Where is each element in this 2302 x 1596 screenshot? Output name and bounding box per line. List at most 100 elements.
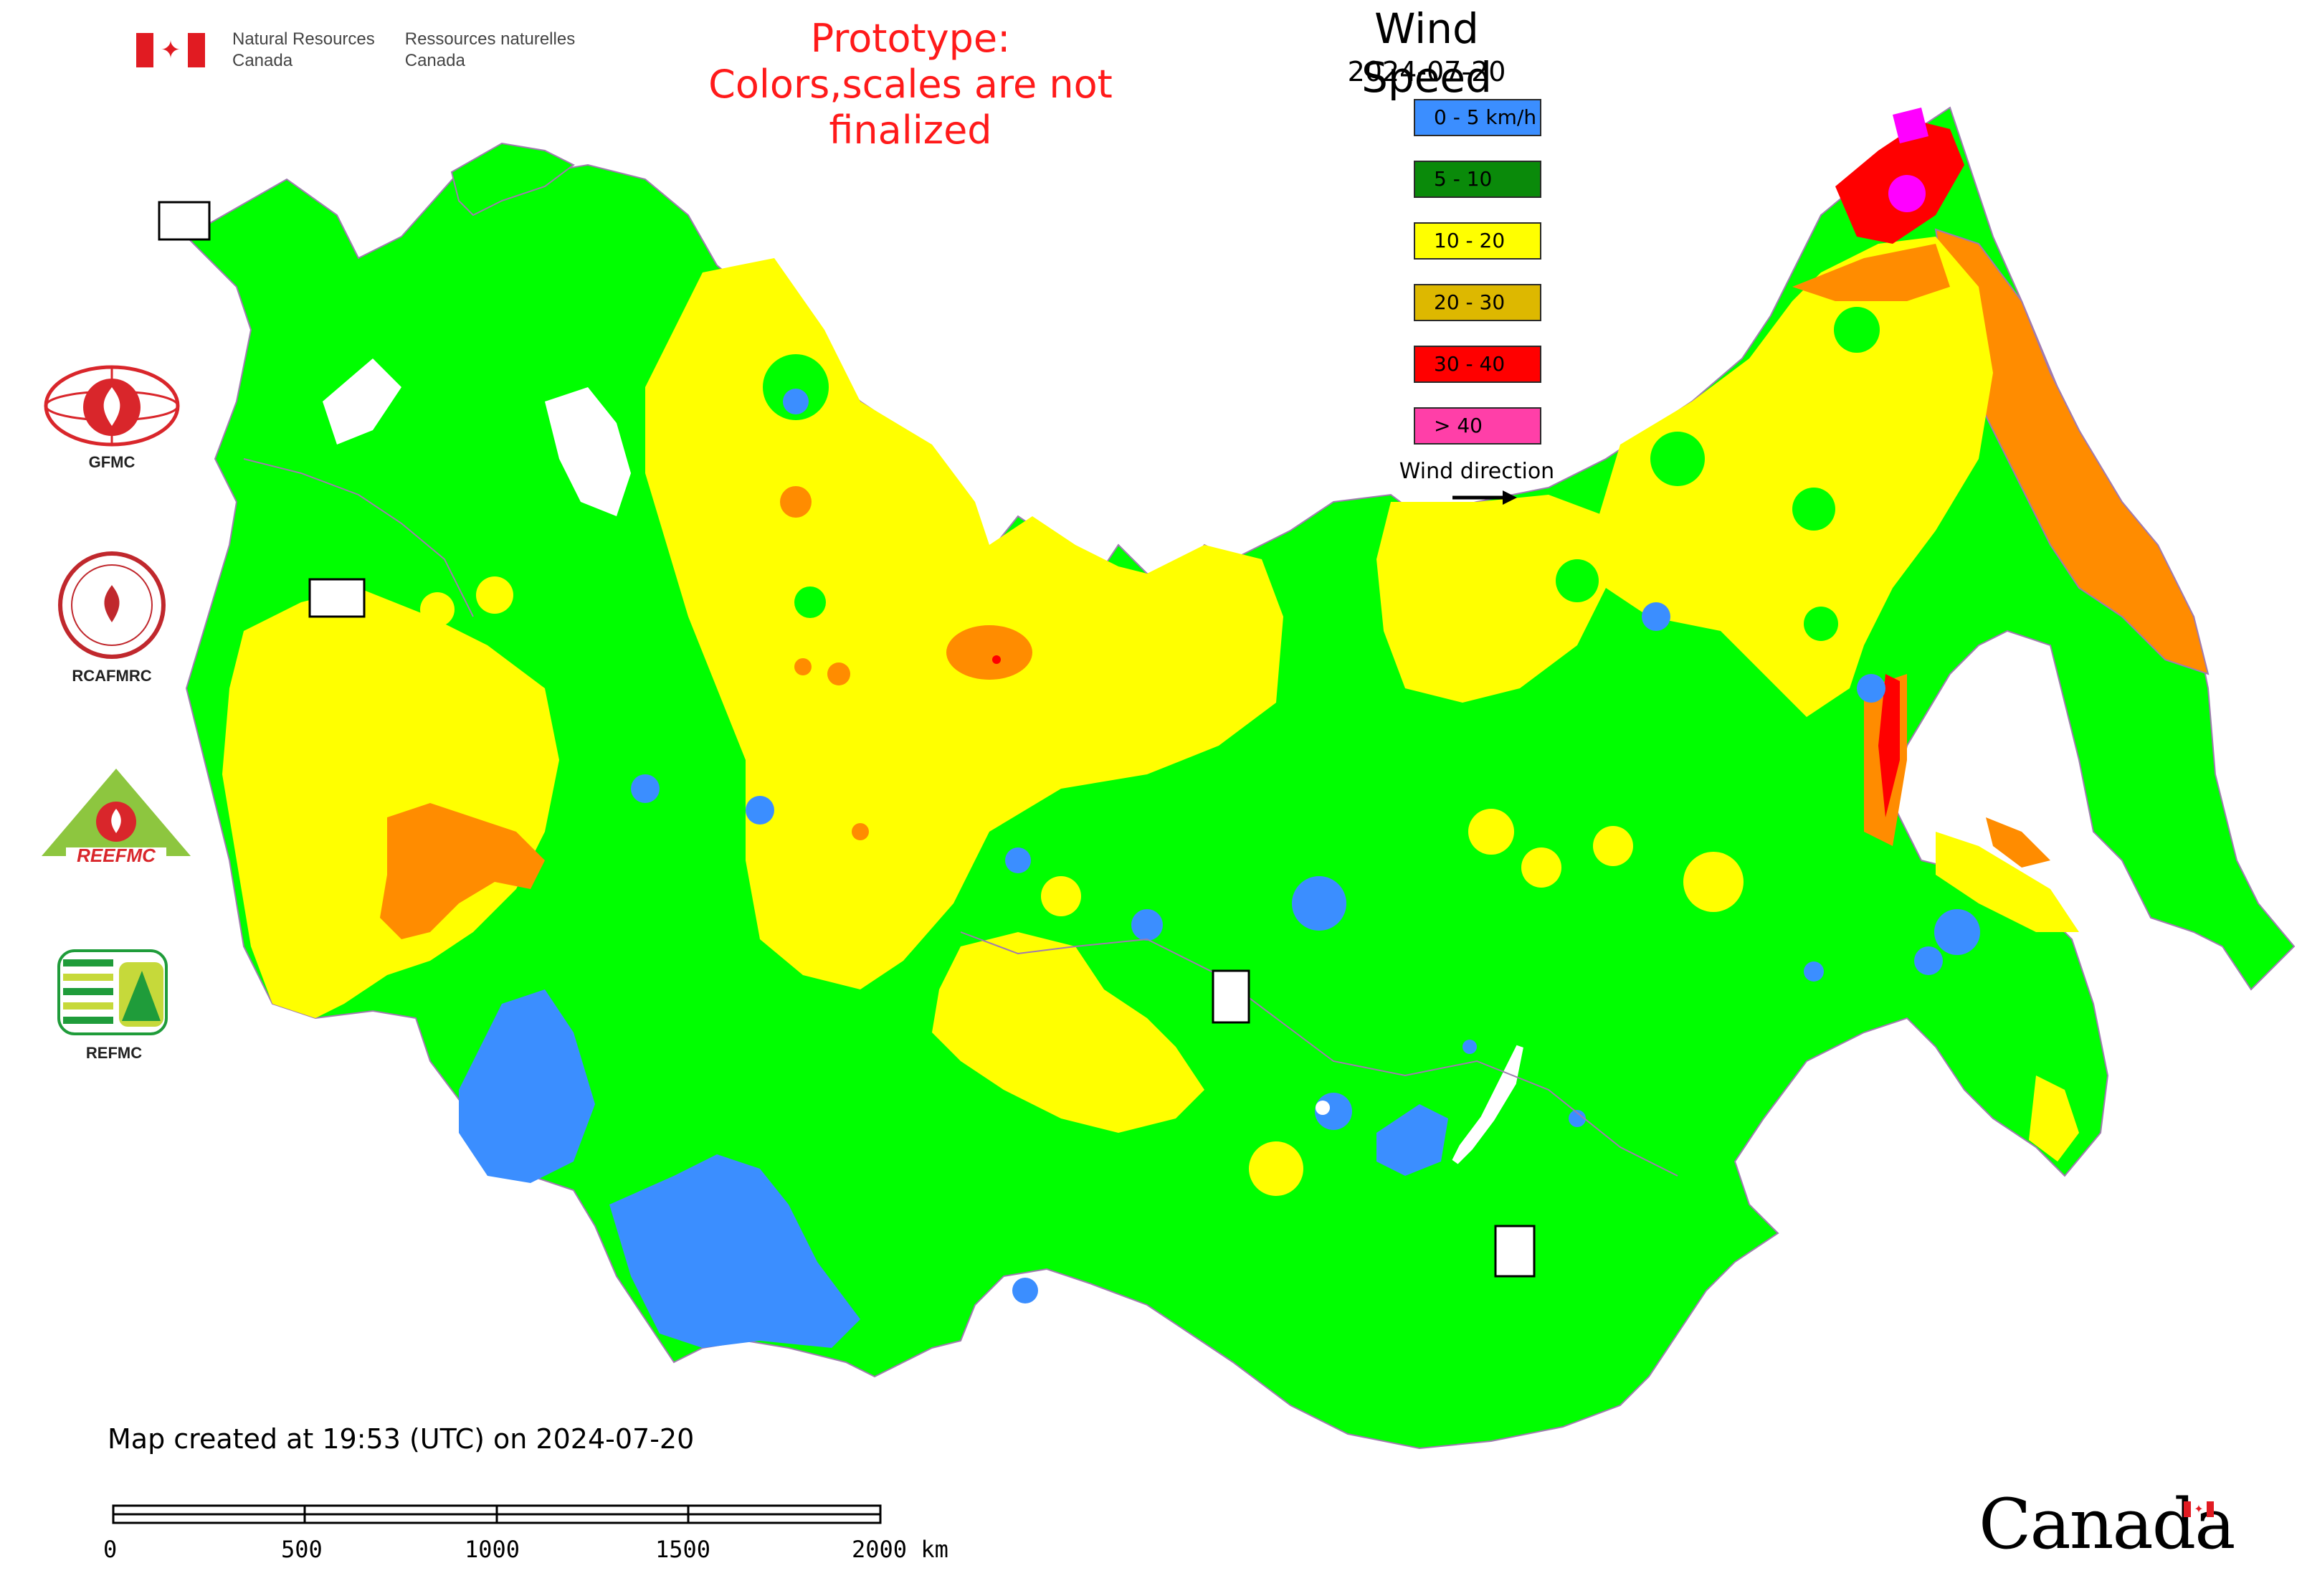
zone-patch	[852, 823, 869, 840]
legend-swatch-20-30: 20 - 30	[1414, 284, 1541, 321]
zone-patch	[1521, 847, 1561, 888]
zone-patch	[476, 576, 513, 614]
borders	[243, 458, 1678, 1177]
zone-patch	[1857, 674, 1885, 703]
zone-patch	[946, 625, 1032, 680]
rcafmrc-emblem-icon	[58, 551, 166, 659]
zone-patch	[645, 258, 1283, 989]
zone-patch	[1376, 495, 1606, 703]
zone-patch	[1792, 244, 1950, 301]
prototype-notice: Prototype: Colors,scales are not finaliz…	[652, 16, 1169, 153]
reefmc-map-marker	[308, 578, 366, 618]
zone-0-5	[459, 389, 1980, 1348]
border-line	[960, 931, 1678, 1177]
gfmc-label: GFMC	[88, 453, 135, 471]
zone-patch	[1462, 1040, 1477, 1054]
rcafmrc-logo: RCAFMRC	[54, 548, 169, 685]
zone-over-40	[1888, 108, 1928, 212]
zone-patch	[1005, 847, 1031, 873]
scale-label-0: 0	[103, 1536, 118, 1563]
landmass-scandinavia	[450, 142, 575, 217]
landmass-kamchatka	[1934, 228, 2210, 675]
zone-patch	[1834, 307, 1880, 353]
gfmc-map-marker	[158, 201, 211, 241]
rcafmrc-label: RCAFMRC	[72, 667, 152, 685]
zone-patch	[1599, 237, 1993, 717]
nrcan-french: Ressources naturelles Canada	[405, 29, 575, 72]
zone-patch	[1986, 817, 2050, 868]
rcafmrc-map-marker	[1494, 1225, 1536, 1278]
zone-patch	[1934, 909, 1980, 955]
zone-patch	[746, 796, 774, 825]
zone-patch	[1569, 1110, 1586, 1127]
zone-patch	[1650, 432, 1705, 486]
wordmark-flag-icon: ✦	[2184, 1501, 2214, 1517]
zone-patch	[1936, 832, 2079, 932]
nrcan-english: Natural Resources Canada	[232, 29, 375, 72]
zone-patch	[1376, 1104, 1448, 1176]
white-sea	[545, 387, 631, 516]
nrcan-en-line1: Natural Resources	[232, 29, 375, 49]
legend-swatch-10-20: 10 - 20	[1414, 222, 1541, 260]
nrcan-fr-line1: Ressources naturelles	[404, 29, 576, 49]
zone-patch	[783, 389, 809, 414]
zone-patch	[420, 592, 455, 627]
refmc-map-marker	[1212, 969, 1250, 1024]
arrow-head	[1503, 490, 1517, 505]
zone-patch	[992, 655, 1001, 664]
zone-patch	[1888, 175, 1926, 212]
reefmc-wordmark: REEFMC	[77, 845, 156, 866]
lake-baikal	[1452, 1045, 1523, 1164]
scale-label-1500: 1500	[655, 1536, 711, 1563]
legend-swatch-0-5: 0 - 5 km/h	[1414, 99, 1541, 136]
zone-patch	[1131, 909, 1163, 941]
wind-direction-arrow	[1452, 490, 1517, 505]
nrcan-fr-line2: Canada	[404, 51, 465, 70]
scale-bar	[112, 1504, 882, 1524]
canada-wordmark: Canada	[1979, 1484, 2235, 1564]
gfmc-emblem-icon	[44, 365, 180, 447]
reefmc-logo: REEFMC	[37, 764, 195, 876]
zone-green-islands	[763, 307, 1880, 641]
zone-patch	[222, 588, 559, 1018]
zone-patch	[1804, 607, 1838, 641]
border-line	[243, 458, 474, 617]
zone-patch	[1642, 602, 1670, 631]
zone-patch	[1792, 488, 1835, 531]
refmc-label: REFMC	[85, 1044, 143, 1062]
gfmc-logo: GFMC	[40, 363, 184, 472]
zone-patch	[1556, 559, 1599, 602]
baltic-gulf	[323, 358, 401, 445]
zone-patch	[1893, 108, 1928, 143]
zone-patch	[932, 932, 1204, 1133]
reefmc-emblem-icon	[42, 769, 191, 863]
zone-patch	[2029, 1075, 2079, 1162]
prototype-line1: Prototype:	[810, 16, 1011, 61]
scale-label-500: 500	[281, 1536, 323, 1563]
nrcan-en-line2: Canada	[232, 51, 293, 70]
zone-patch	[609, 1154, 860, 1348]
water-bodies	[323, 358, 1523, 1164]
zone-patch	[827, 662, 850, 685]
zone-10-20	[222, 237, 2079, 1196]
zone-patch	[780, 486, 812, 518]
wind-direction-label: Wind direction	[1399, 459, 1555, 484]
zone-patch	[1468, 809, 1514, 855]
zone-patch	[1914, 946, 1943, 975]
lake	[1316, 1101, 1330, 1115]
legend-swatch-5-10: 5 - 10	[1414, 161, 1541, 198]
legend-date: 2024-07-20	[1347, 56, 1506, 87]
zone-patch	[631, 774, 660, 803]
zone-patch	[794, 658, 812, 675]
refmc-logo: REFMC	[53, 946, 175, 1063]
scale-label-1000: 1000	[465, 1536, 520, 1563]
zone-patch	[1593, 826, 1633, 866]
zone-patch	[763, 354, 829, 420]
zone-patch	[459, 989, 595, 1183]
legend-swatch-30-40: 30 - 40	[1414, 346, 1541, 383]
canada-flag-icon: ✦	[136, 33, 205, 67]
map-station-markers	[158, 201, 1536, 1278]
nrcan-signature: ✦ Natural Resources Canada Ressources na…	[136, 29, 605, 72]
zone-patch	[1249, 1141, 1303, 1196]
